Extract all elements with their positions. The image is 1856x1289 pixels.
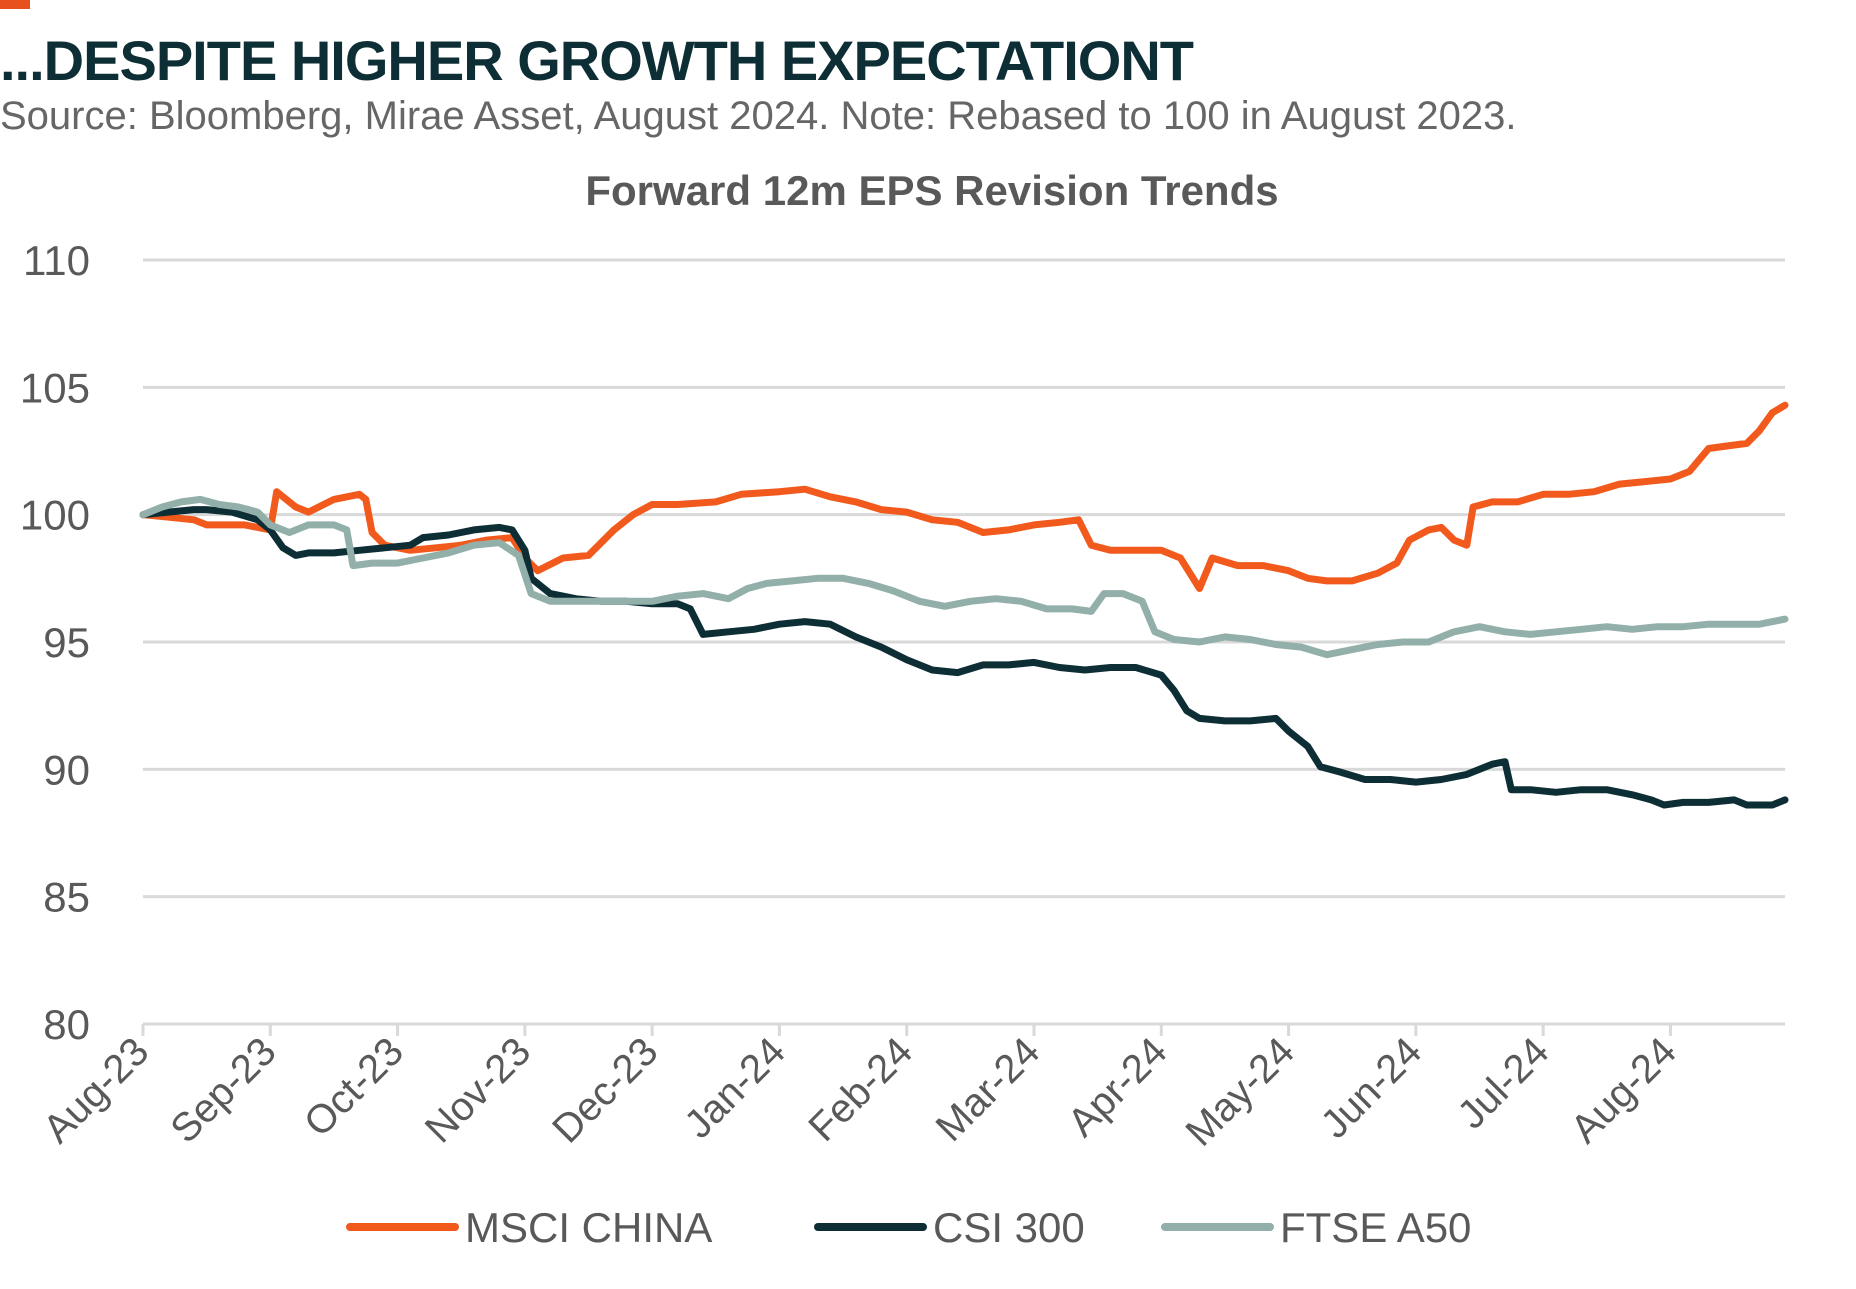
headline: ...DESPITE HIGHER GROWTH EXPECTATIONT (0, 29, 1194, 92)
x-tick-label: Nov-23 (417, 1029, 539, 1151)
legend-label: MSCI CHINA (465, 1204, 712, 1251)
legend: MSCI CHINA CSI 300 FTSE A50 (346, 1204, 1471, 1251)
x-tick-label: Apr-24 (1060, 1029, 1176, 1145)
accent-bar (0, 0, 30, 9)
x-tick-label: Jun-24 (1313, 1029, 1431, 1147)
y-tick-label: 80 (43, 1001, 90, 1048)
y-tick-label: 110 (23, 237, 90, 284)
x-tick-label: May-24 (1178, 1029, 1303, 1154)
chart-title: Forward 12m EPS Revision Trends (585, 167, 1278, 214)
legend-label: FTSE A50 (1280, 1204, 1471, 1251)
y-tick-label: 85 (43, 874, 90, 921)
source-note: Source: Bloomberg, Mirae Asset, August 2… (0, 94, 1517, 138)
series-line-csi-300 (139, 506, 1789, 809)
x-tick-label: Sep-23 (162, 1029, 284, 1151)
legend-label: CSI 300 (933, 1204, 1085, 1251)
x-tick-label: Oct-23 (296, 1029, 412, 1145)
x-tick-label: Jan-24 (676, 1029, 794, 1147)
y-tick-label: 105 (20, 364, 90, 411)
x-tick-label: Mar-24 (928, 1029, 1049, 1150)
series-layer (139, 401, 1789, 809)
x-tick-label: Jul-24 (1449, 1029, 1557, 1137)
y-tick-label: 90 (43, 746, 90, 793)
eps-revision-chart: Forward 12m EPS Revision Trends 80 85 90 95… (20, 167, 1789, 1251)
series-line-msci-china (139, 401, 1789, 592)
y-tick-label: 100 (20, 492, 90, 539)
x-tick-label: Feb-24 (800, 1029, 921, 1150)
grid-layer (143, 258, 1785, 1026)
y-tick-label: 95 (43, 619, 90, 666)
x-tick-label: Aug-24 (1562, 1029, 1684, 1151)
series-line-ftse-a50 (139, 495, 1789, 659)
x-tick-label: Dec-23 (544, 1029, 666, 1151)
